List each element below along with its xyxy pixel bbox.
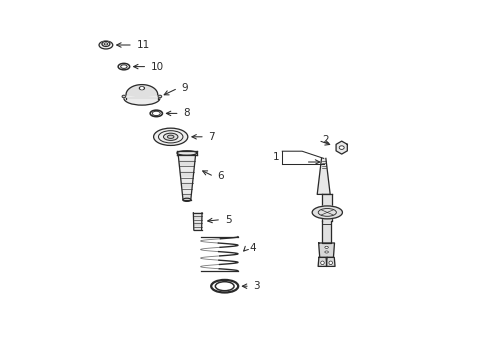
Text: 9: 9 — [181, 83, 188, 93]
Polygon shape — [181, 183, 192, 189]
Ellipse shape — [163, 133, 178, 140]
Ellipse shape — [167, 135, 174, 139]
Ellipse shape — [123, 91, 160, 105]
Polygon shape — [322, 194, 332, 221]
Polygon shape — [180, 177, 193, 183]
Circle shape — [328, 261, 332, 265]
Text: 3: 3 — [253, 281, 260, 291]
Ellipse shape — [122, 95, 125, 98]
Text: 1: 1 — [273, 153, 279, 162]
Polygon shape — [318, 243, 334, 257]
Circle shape — [320, 261, 324, 265]
Ellipse shape — [183, 198, 190, 201]
Polygon shape — [182, 194, 191, 200]
Polygon shape — [180, 172, 193, 177]
Polygon shape — [179, 161, 195, 166]
Ellipse shape — [99, 41, 113, 49]
Ellipse shape — [339, 146, 344, 149]
Polygon shape — [335, 141, 346, 154]
Ellipse shape — [141, 87, 142, 89]
Polygon shape — [177, 151, 196, 155]
Ellipse shape — [177, 151, 196, 155]
Text: 5: 5 — [224, 215, 231, 225]
Polygon shape — [193, 213, 202, 216]
Text: 10: 10 — [151, 62, 163, 72]
Ellipse shape — [324, 246, 328, 248]
Polygon shape — [317, 158, 329, 194]
Polygon shape — [193, 216, 202, 220]
Ellipse shape — [158, 95, 162, 98]
Ellipse shape — [102, 41, 110, 46]
Polygon shape — [182, 189, 192, 194]
Polygon shape — [318, 257, 326, 266]
Polygon shape — [126, 85, 158, 98]
Polygon shape — [322, 221, 330, 243]
Ellipse shape — [311, 206, 342, 219]
Text: 6: 6 — [217, 171, 224, 181]
Ellipse shape — [324, 251, 328, 253]
Polygon shape — [193, 223, 201, 226]
Ellipse shape — [139, 87, 144, 90]
Text: 4: 4 — [249, 243, 256, 253]
Polygon shape — [178, 155, 195, 161]
Text: 11: 11 — [136, 40, 149, 50]
Ellipse shape — [104, 43, 107, 45]
Polygon shape — [193, 220, 202, 223]
Polygon shape — [325, 257, 334, 266]
Polygon shape — [193, 226, 201, 230]
Text: 8: 8 — [183, 108, 189, 118]
Ellipse shape — [153, 128, 187, 145]
Text: 7: 7 — [208, 132, 215, 142]
Polygon shape — [179, 166, 194, 172]
Text: 2: 2 — [321, 135, 328, 145]
